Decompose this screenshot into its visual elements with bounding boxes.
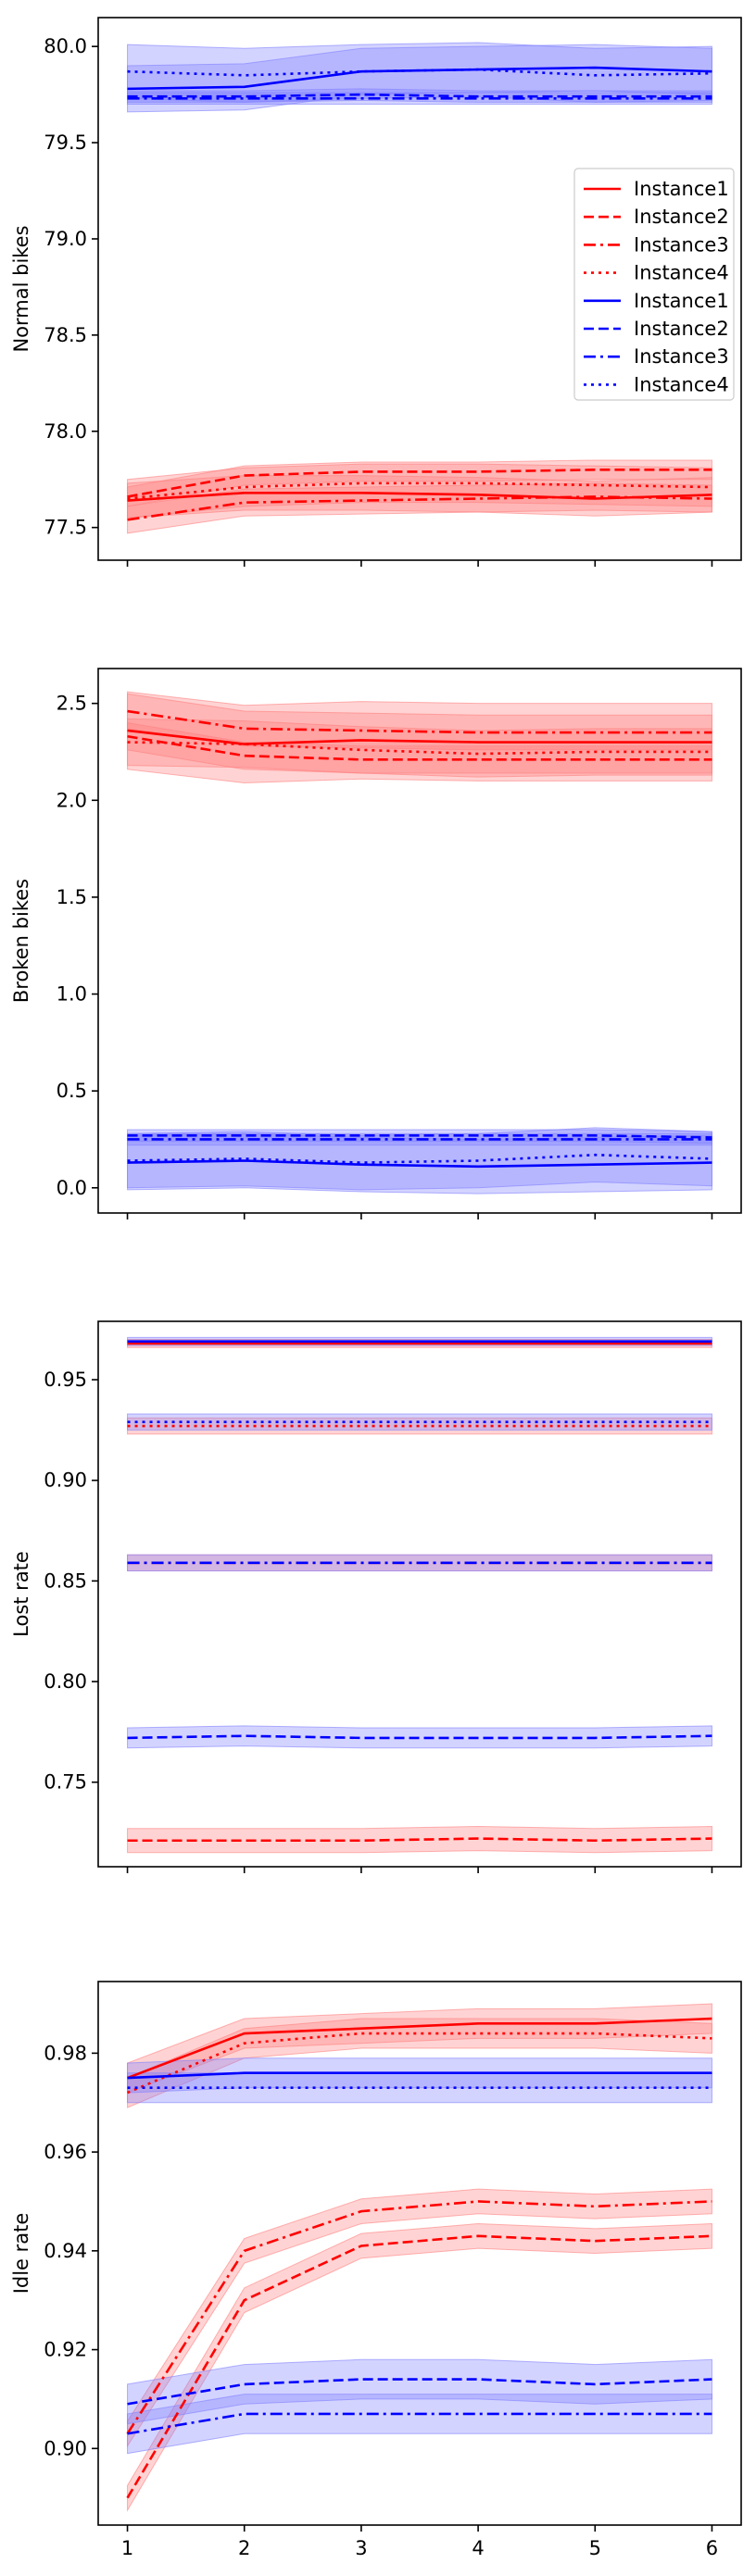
band-blue-instance2 xyxy=(127,1725,712,1749)
plot-area xyxy=(127,42,712,534)
plot-area xyxy=(126,2003,712,2512)
y-tick-label: 80.0 xyxy=(44,35,87,57)
axes-frame xyxy=(97,668,742,1214)
y-tick-label: 1.5 xyxy=(57,886,87,908)
y-tick-label: 79.5 xyxy=(44,131,87,154)
y-tick-label: 0.90 xyxy=(44,2437,87,2459)
y-axis-label: Lost rate xyxy=(10,1551,32,1637)
y-tick-label: 0.94 xyxy=(44,2240,87,2262)
y-axis-label: Normal bikes xyxy=(10,225,32,352)
legend-label: Instance4 xyxy=(634,262,729,284)
x-tick-label: 6 xyxy=(706,2537,718,2559)
y-tick-label: 78.0 xyxy=(44,420,87,443)
series-blue-instance2 xyxy=(127,93,712,98)
panel-3: 0.75 0.80 0.85 0.90 0.95 Lost rate xyxy=(10,1320,742,1873)
series-blue-instance4 xyxy=(127,68,712,77)
legend-label: Instance1 xyxy=(634,178,729,200)
series-blue-instance1 xyxy=(127,1159,712,1169)
y-tick-label: 77.5 xyxy=(44,517,87,539)
y-tick-label: 0.95 xyxy=(44,1369,87,1391)
series-red-instance4 xyxy=(127,741,712,756)
series-blue-instance2 xyxy=(127,1734,712,1740)
panel-4: 0.90 0.92 0.94 0.96 0.98 1 2 3 4 5 6 Idle rate xyxy=(10,1981,742,2559)
axes-frame xyxy=(97,17,742,561)
series-red-instance4 xyxy=(127,2032,712,2095)
y-tick-label: 0.98 xyxy=(44,2042,87,2064)
band-red-instance3 xyxy=(127,482,712,534)
plot-area xyxy=(127,691,712,1194)
y-tick-label: 2.5 xyxy=(57,693,87,715)
y-tick-label: 0.90 xyxy=(44,1469,87,1492)
x-tick-label: 2 xyxy=(238,2537,250,2559)
legend-box xyxy=(573,168,735,401)
band-blue-instance4 xyxy=(127,42,712,103)
x-tick-label: 1 xyxy=(121,2537,133,2559)
legend-label: Instance4 xyxy=(634,373,729,395)
series-red-instance3 xyxy=(127,709,712,734)
series-red-instance1 xyxy=(127,729,712,745)
y-axis-label: Broken bikes xyxy=(10,879,32,1003)
y-tick-label: 0.92 xyxy=(44,2339,87,2361)
band-blue-instance1 xyxy=(127,1132,712,1194)
y-tick-label: 0.75 xyxy=(44,1771,87,1794)
panel-1: 77.5 78.0 78.5 79.0 79.5 80.0 Normal bikes Inst… xyxy=(10,17,742,567)
y-tick-label: 0.80 xyxy=(44,1670,87,1693)
y-tick-label: 0.5 xyxy=(57,1080,87,1102)
series-red-instance1 xyxy=(127,2017,712,2080)
y-tick-label: 0.96 xyxy=(44,2141,87,2163)
y-tick-label: 1.0 xyxy=(57,983,87,1006)
y-tick-label: 79.0 xyxy=(44,228,87,250)
series-red-instance2 xyxy=(127,1837,712,1843)
x-tick-label: 5 xyxy=(589,2537,601,2559)
series-red-instance2 xyxy=(126,2234,712,2499)
series-blue-instance3 xyxy=(127,2412,712,2435)
legend-label: Instance1 xyxy=(634,290,729,312)
x-tick-label: 4 xyxy=(472,2537,484,2559)
y-axis-label: Idle rate xyxy=(10,2213,32,2295)
legend-label: Instance3 xyxy=(634,345,729,368)
band-red-instance4 xyxy=(127,463,712,519)
series-red-instance2 xyxy=(127,734,712,761)
x-tick-label: 3 xyxy=(355,2537,367,2559)
y-tick-label: 0.85 xyxy=(44,1569,87,1592)
band-red-instance2 xyxy=(127,2222,712,2512)
legend-label: Instance2 xyxy=(634,318,729,340)
band-blue-instance3 xyxy=(127,2394,712,2455)
y-tick-label: 2.0 xyxy=(57,789,87,811)
legend: Instance1 Instance2 Instance3 Instance4 Inst… xyxy=(573,168,735,401)
plot-area xyxy=(127,1336,712,1854)
series-blue-instance1 xyxy=(127,2071,712,2080)
series-red-instance4 xyxy=(127,481,712,500)
series-red-instance2 xyxy=(127,469,712,498)
series-blue-instance4 xyxy=(127,1153,712,1164)
axes-frame xyxy=(97,1981,742,2526)
series-blue-instance2 xyxy=(127,2378,712,2406)
panel-2: 0.0 0.5 1.0 1.5 2.0 2.5 Broken bikes xyxy=(10,668,742,1219)
series-red-instance3 xyxy=(127,495,712,521)
series-blue-instance2 xyxy=(127,1133,712,1139)
band-red-instance2 xyxy=(127,1826,712,1854)
series-blue-instance1 xyxy=(127,66,712,91)
legend-label: Instance2 xyxy=(634,206,729,228)
y-tick-label: 78.5 xyxy=(44,324,87,346)
band-blue-instance4 xyxy=(127,1127,712,1191)
y-tick-label: 0.0 xyxy=(57,1177,87,1199)
axes-frame xyxy=(97,1320,742,1868)
band-red-instance3 xyxy=(127,2188,712,2448)
legend-label: Instance3 xyxy=(634,233,729,256)
